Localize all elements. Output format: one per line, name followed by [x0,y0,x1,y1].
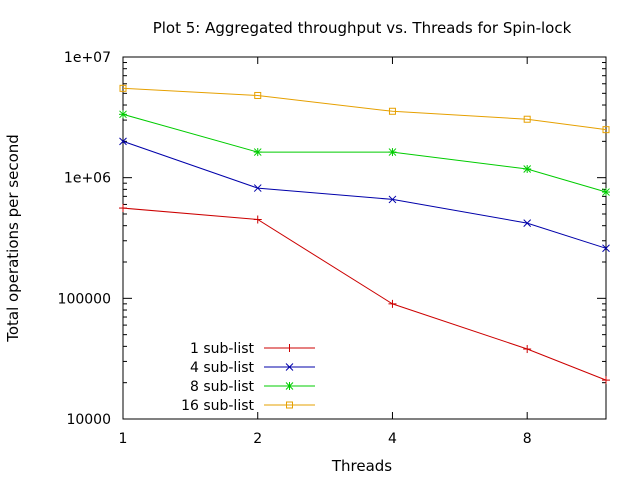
data-point [119,137,127,146]
legend-marker [285,363,294,371]
data-point [388,107,396,115]
data-point [523,115,531,123]
data-point [119,84,127,92]
data-point [253,148,262,157]
legend-marker [285,382,294,390]
data-point [253,215,262,224]
legend-label: 1 sub-list [190,341,255,357]
data-point [254,91,262,99]
data-point [388,148,397,157]
y-tick-label: 1e+07 [64,50,111,66]
y-tick-label: 100000 [58,291,111,307]
y-tick-label: 10000 [66,412,111,428]
data-point [602,376,610,385]
plot-border [122,56,607,420]
data-point [253,184,262,192]
series-line-3 [122,113,607,193]
data-point [523,164,532,173]
data-point [523,345,532,354]
data-point [119,204,127,213]
data-point [602,126,610,134]
y-tick-label: 1e+06 [64,171,111,187]
data-point [523,219,532,227]
legend-label: 16 sub-list [181,398,254,414]
axes: 1 2 4 8 10000 100000 1e+06 1e+07 [58,50,607,447]
x-tick-label: 4 [388,431,397,447]
x-tick-label: 1 [119,431,128,447]
x-axis-label: Threads [331,457,392,475]
legend-marker [285,344,294,352]
data-point [119,110,127,119]
data-point [388,299,397,308]
legend-label: 8 sub-list [190,379,255,395]
series-line-4 [122,87,607,131]
series-line-2 [122,140,607,249]
legend-label: 4 sub-list [190,360,255,376]
chart-title: Plot 5: Aggregated throughput vs. Thread… [153,19,572,37]
data-point [602,244,610,253]
legend: 1 sub-list 4 sub-list 8 sub-list 16 sub-lis… [181,341,315,414]
data-point [602,188,610,197]
y-axis-label: Total operations per second [4,134,22,343]
plot-area [119,84,610,385]
data-point [388,195,397,204]
x-tick-label: 8 [523,431,532,447]
legend-marker [286,401,293,409]
x-tick-label: 2 [253,431,262,447]
